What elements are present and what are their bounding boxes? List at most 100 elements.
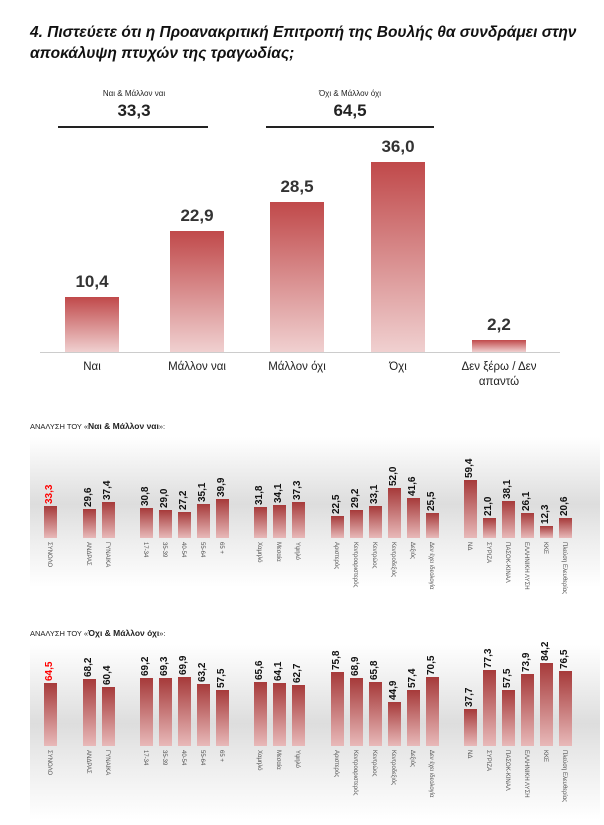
bar [101,501,115,538]
data-label: 69,9 [178,656,189,676]
bar [371,161,425,352]
data-label: 37,7 [464,687,475,708]
bar [82,679,96,746]
data-label: 62,7 [292,663,303,683]
bar [215,499,229,538]
bar [368,505,382,538]
data-label: 65,6 [254,660,265,680]
data-label: 28,5 [280,176,314,196]
data-label: 33,3 [44,484,55,504]
summary-no-label: Όχι & Μάλλον όχι [318,89,381,98]
bar [177,511,191,538]
bar [43,682,57,746]
data-label: 35,1 [197,482,208,502]
category-label: ΚΚΕ [542,750,548,763]
bar [101,686,115,746]
bar [82,509,96,538]
bar [520,673,534,746]
category-label: 40-54 [180,750,186,766]
data-label: 31,8 [254,485,265,506]
bar [539,663,553,746]
bar [43,505,57,538]
bar [253,681,267,746]
bar [501,501,515,538]
category-label: ΠΑΣΟΚ-ΚΙΝΑΛ [504,750,510,791]
data-label: 73,9 [521,652,532,672]
category-label: 35-39 [161,542,167,558]
section-title-no: ΑΝΑΛΥΣΗ ΤΟΥ «Όχι & Μάλλον όχι»: [30,628,166,638]
bar [482,517,496,538]
bar [472,340,526,352]
category-label: ΑΝΔΡΑΣ [85,750,91,774]
category-label: Μεσαία [275,542,281,562]
category-label: ΣΥΝΟΛΟ [46,750,52,776]
category-label: Χαμηλό [256,750,262,771]
category-label: 55-64 [199,542,205,558]
bar [406,497,420,538]
bar [65,297,119,352]
category-label: ΠΑΣΟΚ-ΚΙΝΑΛ [504,542,510,583]
main-chart: 10,4 Ναι 22,9 Μάλλον ναι 28,5 Μάλλον όχι 36,0 Ό… [40,137,560,388]
category-label: Δεξιός [409,750,415,767]
bar [291,684,305,746]
yes-breakdown-chart: 33,3 ΣΥΝΟΛΟ 29,6 ΑΝΔΡΑΣ 37,4 ΓΥΝΑΙΚΑ 30,8 17-34… [30,437,600,594]
data-label: 2,2 [487,315,511,335]
data-label: 65,8 [369,660,380,680]
bar [558,671,572,746]
data-label: 77,3 [483,648,494,669]
category-label: ΑΝΔΡΑΣ [85,542,91,566]
category-label: Κεντροδεξιός [390,750,396,786]
category-label: ΓΥΝΑΙΚΑ [104,750,110,776]
category-label: Χαμηλό [256,542,262,563]
category-label: 35-39 [161,750,167,766]
bar [158,509,172,538]
bar [272,504,286,538]
bar [177,677,191,746]
data-label: 25,5 [426,491,437,512]
data-label: 38,1 [502,479,513,500]
bar [463,480,477,538]
bar [253,507,267,538]
data-label: 57,4 [407,668,418,688]
category-label: Κεντροαριστερός [352,542,358,588]
data-label: 68,2 [83,657,94,678]
category-label: Αριστερός [333,750,339,778]
category-label: 17-34 [142,542,148,558]
category-label: Δεν έχει ιδεολογία [428,542,434,590]
category-label: Μεσαία [275,750,281,770]
category-label: ΕΛΛΗΝΙΚΗ ΛΥΣΗ [523,542,529,590]
question-title: 4. Πιστεύετε ότι η Προανακριτική Επιτροπ… [30,24,577,62]
category-label: Κεντρώος [371,750,377,777]
bar [349,509,363,538]
data-label: 30,8 [140,486,151,507]
category-label: ΣΥΡΙΖΑ [485,750,491,772]
data-label: 29,0 [159,488,170,508]
bar [215,689,229,746]
data-label: 27,2 [178,490,189,510]
category-label: Κεντρώος [371,542,377,569]
data-label: 33,1 [369,484,380,504]
data-label: 84,2 [540,642,551,662]
category-label: 65 + [218,750,224,762]
data-label: 29,6 [83,487,94,508]
bar [196,684,210,746]
bar [272,683,286,746]
summary-yes-label: Ναι & Μάλλον ναι [102,89,166,98]
bar [139,508,153,538]
bar [463,709,477,746]
data-label: 59,4 [464,458,475,479]
data-label: 26,1 [521,491,532,511]
baseline [40,352,560,353]
category-label: Πλεύση Ελευθερίας [561,750,567,803]
data-label: 29,2 [350,488,361,508]
data-label: 57,5 [216,668,227,688]
category-label: Κεντροδεξιός [390,542,396,578]
bar [330,671,344,746]
bar [387,701,401,746]
bar [425,513,439,538]
data-label: 10,4 [75,272,109,292]
data-label: 64,1 [273,661,284,682]
data-label: 41,6 [407,476,418,496]
bar [520,512,534,538]
category-label: ΣΥΡΙΖΑ [485,542,491,564]
